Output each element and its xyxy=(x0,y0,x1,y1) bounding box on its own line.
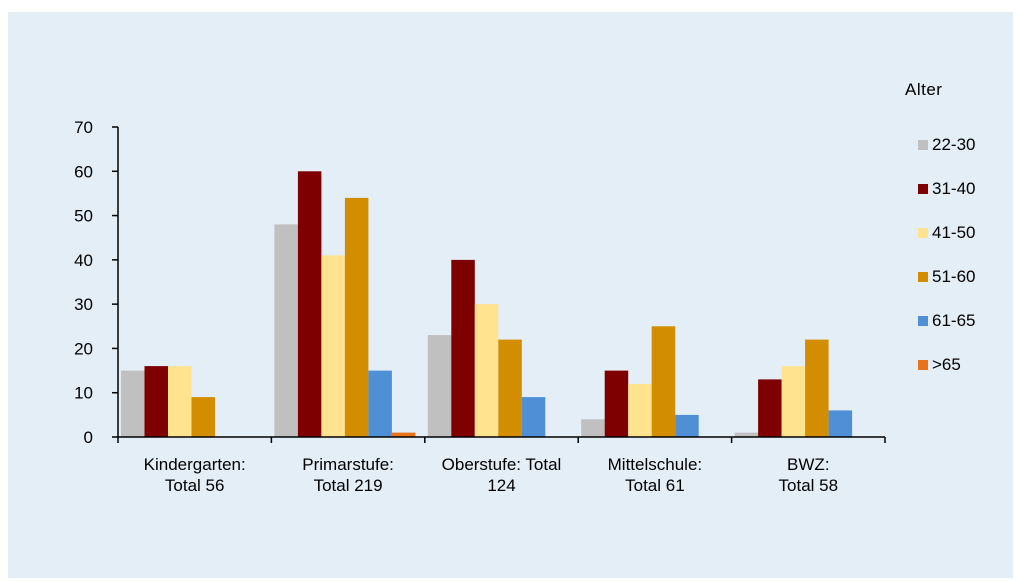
legend-swatch xyxy=(918,228,928,238)
bar-5160-cat3 xyxy=(651,326,676,437)
bar-2230-cat0 xyxy=(121,370,145,437)
legend-swatch xyxy=(918,272,928,282)
chart-panel xyxy=(8,12,1013,578)
category-label-4: BWZ: Total 58 xyxy=(733,454,883,496)
legend-label: 51-60 xyxy=(932,267,976,286)
bar-65-cat1 xyxy=(391,432,416,437)
bar-6165-cat3 xyxy=(675,414,699,437)
legend-swatch xyxy=(918,184,928,194)
legend-item-3140: 31-40 xyxy=(918,179,975,199)
bar-5160-cat0 xyxy=(191,397,215,437)
category-label-line: Total 56 xyxy=(164,476,225,495)
legend-label: >65 xyxy=(932,355,961,374)
category-label-line: Mittelschule: xyxy=(607,455,703,474)
y-tick-label-60: 60 xyxy=(74,162,93,181)
legend-item-6165: 61-65 xyxy=(918,311,975,331)
bar-4150-cat2 xyxy=(474,304,499,437)
bar-3140-cat0 xyxy=(144,366,168,437)
legend-item-2230: 22-30 xyxy=(918,135,975,155)
legend-label: 41-50 xyxy=(932,223,976,242)
legend-swatch xyxy=(918,140,928,150)
bar-2230-cat1 xyxy=(274,224,298,437)
bar-2230-cat2 xyxy=(427,335,452,437)
y-tick-label-10: 10 xyxy=(74,384,93,403)
category-label-0: Kindergarten: Total 56 xyxy=(120,454,270,496)
legend-item-4150: 41-50 xyxy=(918,223,975,243)
legend-swatch xyxy=(918,360,928,370)
bar-5160-cat2 xyxy=(498,339,522,437)
legend-label: 61-65 xyxy=(932,311,976,330)
bar-2230-cat4 xyxy=(734,432,759,437)
category-label-line: Oberstufe: Total xyxy=(441,455,562,474)
y-tick-label-0: 0 xyxy=(84,428,93,447)
bar-2230-cat3 xyxy=(581,419,605,437)
category-label-line: Total 219 xyxy=(313,476,383,495)
bar-5160-cat4 xyxy=(805,339,829,437)
legend-label: 31-40 xyxy=(932,179,976,198)
category-label-line: Kindergarten: xyxy=(143,455,246,474)
bar-4150-cat0 xyxy=(168,366,192,437)
y-tick-label-50: 50 xyxy=(74,207,93,226)
bar-4150-cat3 xyxy=(628,383,652,437)
bar-4150-cat1 xyxy=(321,255,345,437)
bar-3140-cat4 xyxy=(758,379,782,437)
y-tick-label-30: 30 xyxy=(74,295,93,314)
category-label-line: 124 xyxy=(487,476,516,495)
bar-5160-cat1 xyxy=(344,197,369,437)
legend-item-65: >65 xyxy=(918,355,961,375)
bar-6165-cat4 xyxy=(828,410,853,437)
category-label-1: Primarstufe: Total 219 xyxy=(273,454,423,496)
y-tick-label-40: 40 xyxy=(74,251,93,270)
category-label-line: Primarstufe: xyxy=(302,455,394,474)
bar-6165-cat1 xyxy=(368,370,392,437)
y-tick-label-20: 20 xyxy=(74,339,93,358)
category-label-line: Total 61 xyxy=(625,476,685,495)
category-label-line: BWZ: xyxy=(787,455,830,474)
bar-3140-cat3 xyxy=(604,370,629,437)
legend-swatch xyxy=(918,316,928,326)
legend-item-5160: 51-60 xyxy=(918,267,975,287)
category-label-3: Mittelschule: Total 61 xyxy=(580,454,730,496)
bar-3140-cat1 xyxy=(297,171,322,438)
y-tick-label-70: 70 xyxy=(74,118,93,137)
bar-4150-cat4 xyxy=(781,366,806,437)
category-label-line: Total 58 xyxy=(778,476,839,495)
legend-title: Alter xyxy=(905,80,943,99)
bar-3140-cat2 xyxy=(451,259,475,437)
bar-6165-cat2 xyxy=(521,397,546,437)
category-label-2: Oberstufe: Total 124 xyxy=(427,454,577,496)
legend-label: 22-30 xyxy=(932,135,976,154)
